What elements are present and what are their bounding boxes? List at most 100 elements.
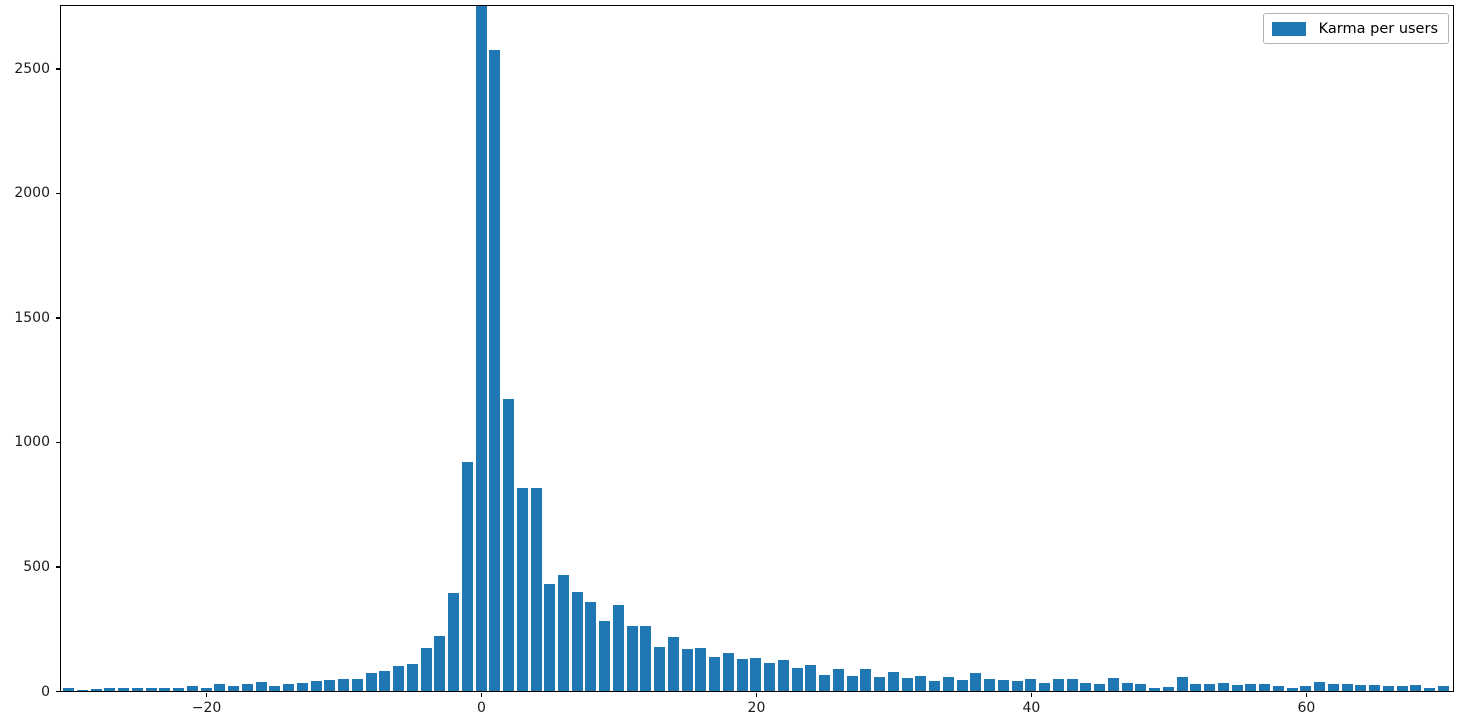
legend-label: Karma per users xyxy=(1318,20,1438,37)
histogram-bar xyxy=(860,669,872,691)
histogram-bar xyxy=(612,605,624,691)
histogram-bar xyxy=(846,676,858,691)
histogram-bar xyxy=(228,685,240,691)
y-tick-label: 0 xyxy=(41,683,50,700)
histogram-bar xyxy=(76,690,88,691)
histogram-bar xyxy=(338,679,350,691)
histogram-bar xyxy=(379,671,391,691)
histogram-bar xyxy=(1039,682,1051,691)
histogram-bar xyxy=(887,672,899,691)
histogram-bar xyxy=(750,658,762,691)
histogram-bar xyxy=(984,679,996,691)
histogram-bar xyxy=(63,687,75,691)
histogram-bar xyxy=(1011,681,1023,691)
histogram-bar xyxy=(324,680,336,691)
histogram-bar xyxy=(145,688,157,691)
histogram-bar xyxy=(901,678,913,691)
histogram-bar xyxy=(1176,677,1188,691)
histogram-bar xyxy=(283,683,295,691)
histogram-bar xyxy=(1437,685,1449,691)
histogram-bar xyxy=(1080,682,1092,691)
plot-area xyxy=(60,5,1454,692)
histogram-bar xyxy=(915,675,927,691)
histogram-bar xyxy=(1052,679,1064,691)
histogram-bar xyxy=(764,663,776,691)
histogram-bar xyxy=(1025,678,1037,691)
histogram-bar xyxy=(571,592,583,691)
histogram-bar xyxy=(1314,682,1326,691)
histogram-bar xyxy=(269,686,281,691)
x-tick-mark xyxy=(755,693,758,697)
histogram-bar xyxy=(1217,683,1229,691)
histogram-bar xyxy=(1135,683,1147,691)
histogram-bar xyxy=(997,680,1009,691)
histogram-bar xyxy=(530,487,542,691)
histogram-bar xyxy=(1107,677,1119,691)
histogram-bar xyxy=(626,626,638,691)
y-tick-mark xyxy=(56,690,60,693)
histogram-bar xyxy=(819,675,831,691)
x-tick-label: 40 xyxy=(1022,700,1041,716)
y-tick-label: 2500 xyxy=(14,60,50,77)
histogram-bar xyxy=(393,666,405,691)
x-tick-label: −20 xyxy=(191,700,222,716)
y-tick-mark xyxy=(56,68,60,70)
histogram-bar xyxy=(90,689,102,691)
histogram-bar xyxy=(654,647,666,691)
histogram-bar xyxy=(131,688,143,691)
histogram-bar xyxy=(310,681,322,691)
histogram-bar xyxy=(516,487,528,691)
histogram-bar xyxy=(104,688,116,691)
histogram-bar xyxy=(942,676,954,691)
histogram-bar xyxy=(214,683,226,691)
y-tick-mark xyxy=(56,566,60,568)
histogram-bar xyxy=(159,688,171,691)
histogram-bar xyxy=(956,680,968,691)
histogram-bar xyxy=(448,593,459,691)
histogram-bar xyxy=(1204,684,1216,691)
y-tick-mark xyxy=(56,192,60,195)
histogram-bar xyxy=(1369,684,1381,691)
legend: Karma per users xyxy=(1262,13,1449,44)
histogram-bar xyxy=(722,653,734,691)
histogram-bar xyxy=(461,462,473,691)
histogram-bar xyxy=(241,684,253,691)
histogram-bar xyxy=(695,648,707,691)
histogram-bar xyxy=(1245,684,1257,691)
histogram-bar xyxy=(420,647,432,691)
histogram-bar xyxy=(186,686,198,691)
histogram-bar xyxy=(558,575,569,691)
histogram-bar xyxy=(929,681,941,691)
histogram-bar xyxy=(667,636,679,691)
histogram-bar xyxy=(296,683,308,691)
histogram-bar xyxy=(1355,684,1367,691)
x-tick-label: 60 xyxy=(1297,700,1316,716)
x-tick-label: 20 xyxy=(747,700,766,716)
histogram-bar xyxy=(777,660,789,691)
histogram-bar xyxy=(406,664,418,691)
histogram-bar xyxy=(1424,688,1436,691)
histogram-bar xyxy=(832,669,844,691)
histogram-bar xyxy=(1410,685,1422,691)
histogram-bar xyxy=(1327,684,1339,691)
histogram-bar xyxy=(681,648,693,691)
histogram-bar xyxy=(489,50,501,691)
histogram-bar xyxy=(1149,687,1161,691)
x-tick-mark xyxy=(205,693,208,697)
histogram-bar xyxy=(503,399,514,691)
histogram-bar xyxy=(1231,684,1243,691)
histogram-bar xyxy=(1286,687,1298,691)
x-tick-mark xyxy=(1030,693,1033,697)
histogram-bar xyxy=(1382,685,1394,691)
histogram-bar xyxy=(118,688,130,691)
histogram-bar xyxy=(1121,682,1133,691)
x-tick-mark xyxy=(480,693,483,697)
y-tick-mark xyxy=(56,317,60,319)
histogram-bar xyxy=(1396,685,1408,691)
histogram-bar xyxy=(874,676,886,691)
y-tick-label: 1000 xyxy=(14,434,50,451)
histogram-bar xyxy=(1094,684,1106,691)
y-tick-mark xyxy=(56,441,60,444)
histogram-bar xyxy=(1272,686,1284,691)
